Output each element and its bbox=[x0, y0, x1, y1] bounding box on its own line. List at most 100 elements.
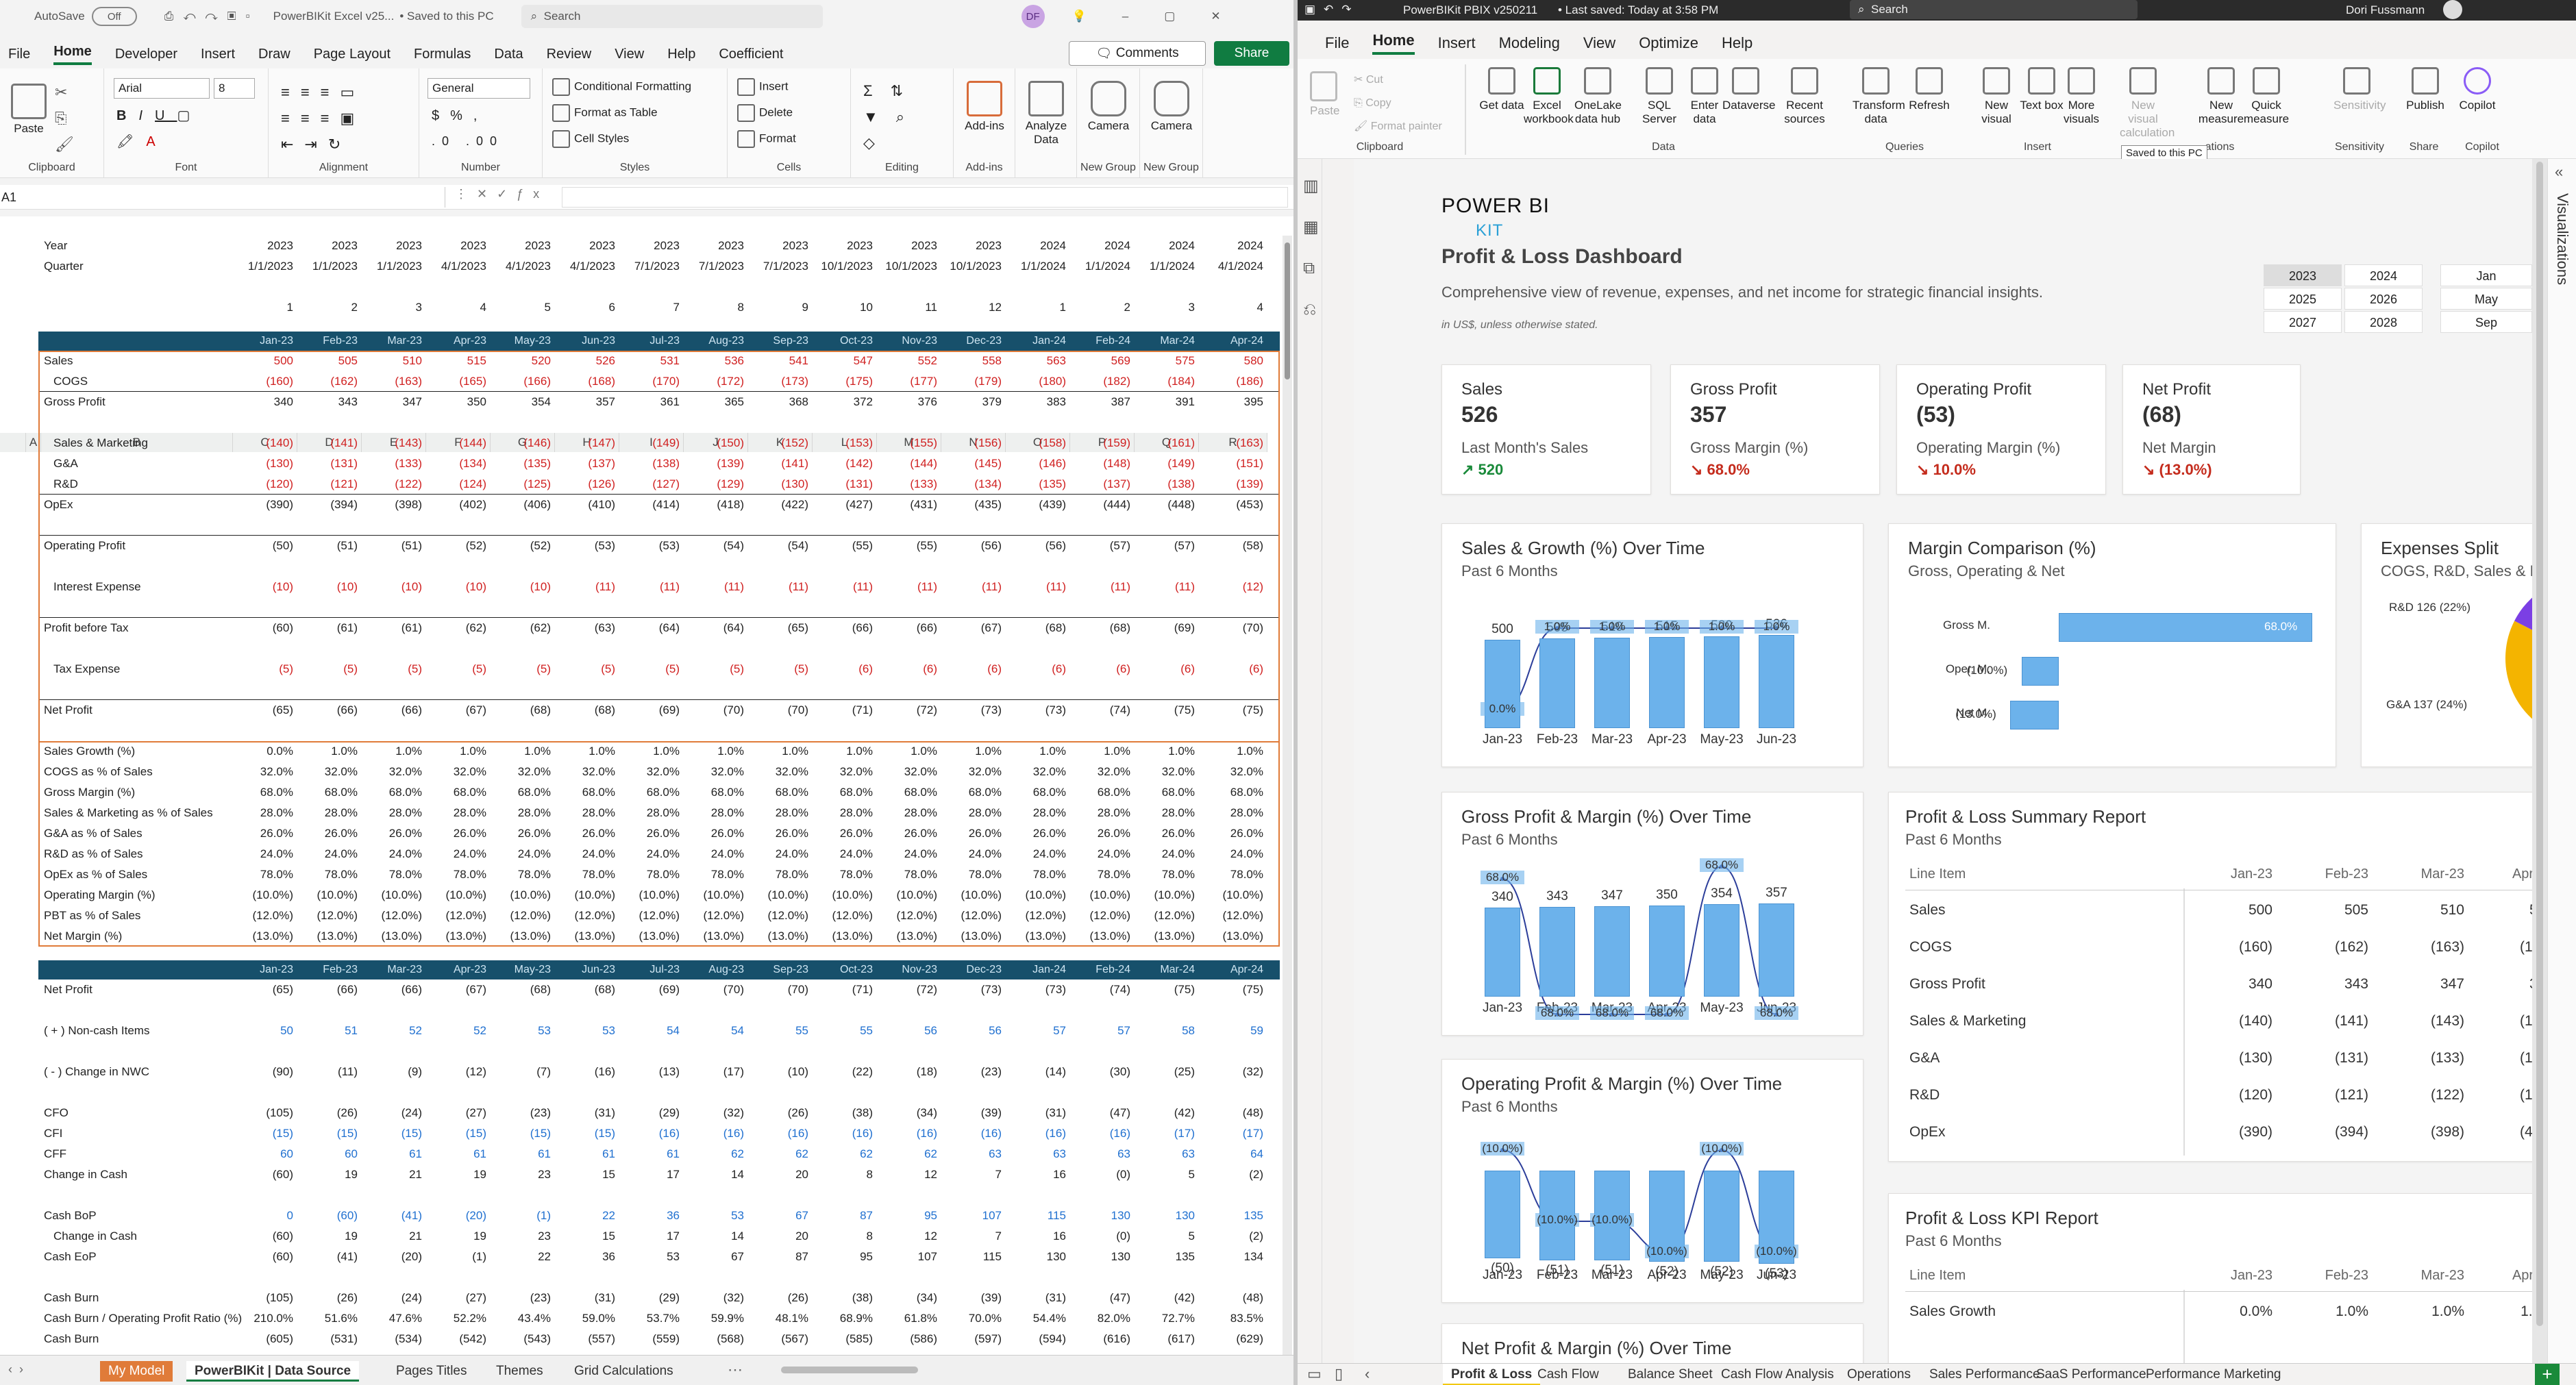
data-cell[interactable]: 210.0% bbox=[253, 1312, 293, 1325]
data-cell[interactable]: (11) bbox=[1046, 580, 1066, 593]
menu-draw[interactable]: Draw bbox=[258, 46, 290, 62]
data-cell[interactable]: (133) bbox=[395, 457, 422, 470]
data-cell[interactable]: 24.0% bbox=[582, 847, 615, 860]
sensitivity-button[interactable]: Sensitivity bbox=[2333, 64, 2386, 112]
format-cells-button[interactable]: Format bbox=[737, 130, 796, 148]
data-cell[interactable]: 24.0% bbox=[1161, 847, 1195, 860]
column-header[interactable]: L bbox=[813, 433, 877, 452]
data-cell[interactable]: (73) bbox=[1045, 703, 1066, 716]
data-cell[interactable]: 28.0% bbox=[710, 806, 744, 819]
data-cell[interactable]: 115 bbox=[982, 1250, 1002, 1263]
quick-access-icons[interactable]: ⎙↶↷▣▫ bbox=[164, 10, 260, 23]
data-cell[interactable]: (161) bbox=[1167, 436, 1195, 449]
data-cell[interactable]: 547 bbox=[853, 354, 873, 367]
data-cell[interactable]: 50 bbox=[280, 1024, 293, 1037]
prev-page-icon[interactable]: ‹ bbox=[1365, 1365, 1370, 1382]
kpi-card[interactable]: Net Profit (68) Net Margin ↘ (13.0%) bbox=[2122, 364, 2301, 495]
data-cell[interactable]: 78.0% bbox=[324, 868, 358, 881]
format-as-table-button[interactable]: Format as Table bbox=[552, 104, 658, 122]
data-cell[interactable]: 1.0% bbox=[846, 745, 873, 758]
data-cell[interactable]: (180) bbox=[1039, 375, 1066, 388]
column-header[interactable]: B bbox=[41, 433, 233, 452]
table-cell[interactable]: (141) bbox=[2334, 1013, 2368, 1029]
table-row-label[interactable]: OpEx bbox=[1909, 1124, 1946, 1140]
data-cell[interactable]: (15) bbox=[465, 1127, 486, 1140]
data-cell[interactable]: (175) bbox=[845, 375, 873, 388]
data-cell[interactable]: 2024 bbox=[1040, 239, 1066, 252]
data-cell[interactable]: 51.6% bbox=[324, 1312, 358, 1325]
row-header[interactable] bbox=[0, 741, 26, 762]
data-cell[interactable]: 1/1/2024 bbox=[1085, 260, 1130, 273]
data-cell[interactable]: (13.0%) bbox=[767, 929, 808, 943]
canvas-scrollbar-thumb[interactable] bbox=[2536, 162, 2543, 1326]
row-label[interactable]: Year bbox=[44, 239, 68, 252]
column-header[interactable]: P bbox=[1070, 433, 1135, 452]
data-cell[interactable]: (10.0%) bbox=[1154, 888, 1195, 901]
data-cell[interactable]: (144) bbox=[910, 457, 937, 470]
data-cell[interactable]: 575 bbox=[1175, 354, 1195, 367]
data-cell[interactable]: 7/1/2023 bbox=[698, 260, 744, 273]
data-cell[interactable]: (439) bbox=[1039, 498, 1066, 511]
data-cell[interactable]: 2024 bbox=[1169, 239, 1195, 252]
data-cell[interactable]: 10/1/2023 bbox=[950, 260, 1002, 273]
data-cell[interactable]: (138) bbox=[652, 457, 680, 470]
data-cell[interactable]: (42) bbox=[1174, 1106, 1195, 1119]
data-cell[interactable]: (149) bbox=[1167, 457, 1195, 470]
menu-home[interactable]: Home bbox=[53, 44, 92, 65]
row-header[interactable] bbox=[0, 577, 26, 597]
column-header[interactable]: Q bbox=[1135, 433, 1199, 452]
data-cell[interactable]: (13.0%) bbox=[317, 929, 358, 943]
data-cell[interactable]: (10.0%) bbox=[445, 888, 486, 901]
data-cell[interactable]: (435) bbox=[974, 498, 1002, 511]
data-cell[interactable]: (67) bbox=[465, 703, 486, 716]
data-cell[interactable]: 52 bbox=[473, 1024, 486, 1037]
data-cell[interactable]: (10.0%) bbox=[510, 888, 551, 901]
excel-workbook-button[interactable]: Excel workbook bbox=[1524, 64, 1574, 126]
data-cell[interactable]: 22 bbox=[538, 1250, 551, 1263]
data-cell[interactable]: 59 bbox=[1250, 1024, 1263, 1037]
data-cell[interactable]: 24.0% bbox=[324, 847, 358, 860]
data-cell[interactable]: 0.0% bbox=[267, 745, 293, 758]
data-cell[interactable]: (18) bbox=[916, 1065, 937, 1078]
data-cell[interactable]: 64 bbox=[1250, 1147, 1263, 1160]
data-cell[interactable]: 2023 bbox=[332, 239, 358, 252]
name-box[interactable]: A1 bbox=[0, 187, 445, 208]
data-cell[interactable]: 16 bbox=[1053, 1168, 1066, 1181]
table-cell[interactable]: 505 bbox=[2344, 902, 2368, 918]
data-cell[interactable]: 130 bbox=[1111, 1250, 1130, 1263]
data-cell[interactable]: 7/1/2023 bbox=[763, 260, 808, 273]
data-cell[interactable]: (67) bbox=[465, 983, 486, 996]
data-cell[interactable]: 26.0% bbox=[710, 827, 744, 840]
data-cell[interactable]: 72.7% bbox=[1161, 1312, 1195, 1325]
table-row-label[interactable]: G&A bbox=[1909, 1050, 1940, 1066]
data-cell[interactable]: 68.0% bbox=[646, 786, 680, 799]
data-cell[interactable]: (135) bbox=[523, 457, 551, 470]
row-label[interactable]: Cash BoP bbox=[44, 1209, 97, 1222]
data-cell[interactable]: (16) bbox=[723, 1127, 744, 1140]
data-cell[interactable]: 28.0% bbox=[904, 806, 937, 819]
data-cell[interactable]: (152) bbox=[781, 436, 808, 449]
column-header[interactable]: M bbox=[877, 433, 941, 452]
menu-insert[interactable]: Insert bbox=[200, 46, 236, 62]
data-cell[interactable]: (12.0%) bbox=[252, 909, 293, 922]
data-cell[interactable]: (10.0%) bbox=[381, 888, 422, 901]
year-option[interactable]: 2024 bbox=[2344, 264, 2423, 286]
year-option[interactable]: 2028 bbox=[2344, 311, 2423, 333]
data-cell[interactable]: (170) bbox=[652, 375, 680, 388]
data-cell[interactable]: (62) bbox=[530, 621, 551, 634]
row-header[interactable] bbox=[0, 1206, 26, 1226]
data-cell[interactable]: (38) bbox=[852, 1106, 873, 1119]
row-header[interactable] bbox=[0, 782, 26, 803]
data-cell[interactable]: 59.0% bbox=[582, 1312, 615, 1325]
table-cell[interactable]: (394) bbox=[2334, 1124, 2368, 1140]
conditional-formatting-button[interactable]: Conditional Formatting bbox=[552, 78, 691, 96]
data-cell[interactable]: (72) bbox=[916, 983, 937, 996]
data-cell[interactable]: 28.0% bbox=[517, 806, 551, 819]
data-cell[interactable]: 28.0% bbox=[260, 806, 293, 819]
data-cell[interactable]: 526 bbox=[595, 354, 615, 367]
data-cell[interactable]: (11) bbox=[1175, 580, 1195, 593]
data-cell[interactable]: (10.0%) bbox=[317, 888, 358, 901]
data-cell[interactable]: (11) bbox=[982, 580, 1002, 593]
data-cell[interactable]: (10) bbox=[787, 1065, 808, 1078]
data-cell[interactable]: 520 bbox=[531, 354, 551, 367]
